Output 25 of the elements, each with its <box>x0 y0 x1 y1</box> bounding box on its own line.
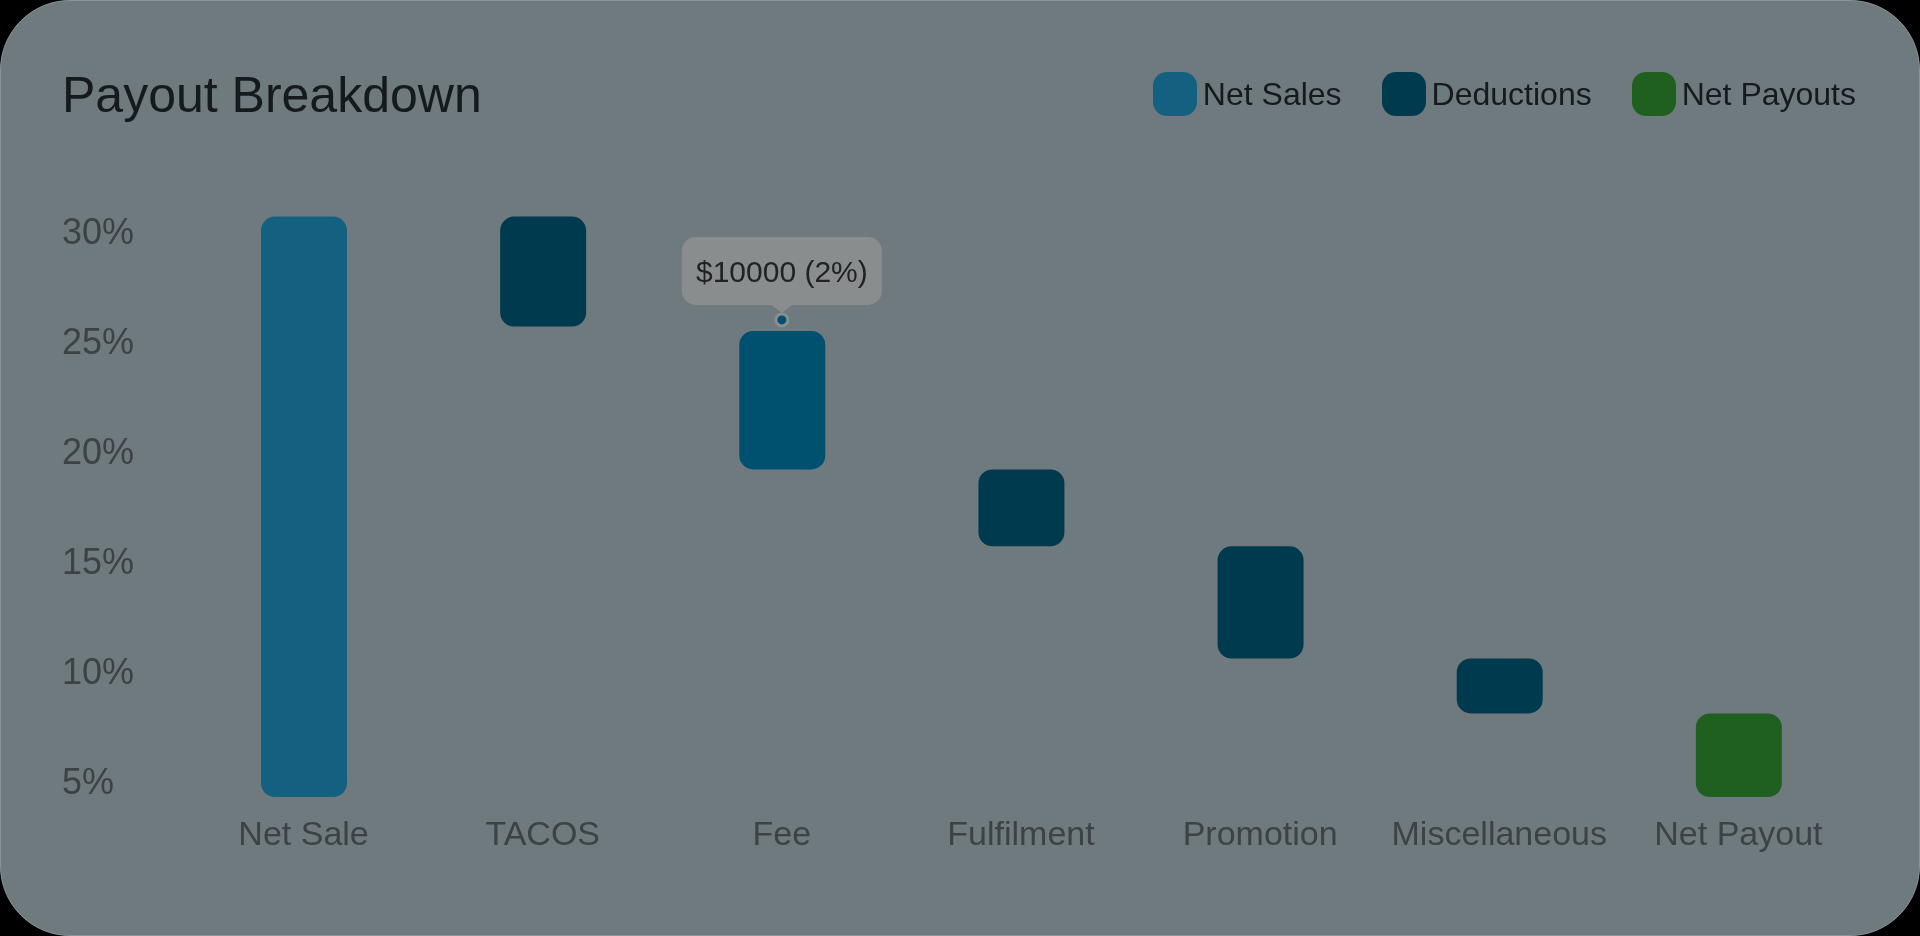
chart-title: Payout Breakdown <box>62 66 482 124</box>
bar <box>1217 546 1304 659</box>
x-tick-label: Fulfilment <box>947 814 1096 852</box>
x-tick-label: Net Payout <box>1654 814 1824 852</box>
bar <box>978 469 1065 547</box>
x-tick-label: Net Sale <box>238 814 369 852</box>
x-tick-label: Promotion <box>1182 814 1338 852</box>
legend-label: Net Sales <box>1202 75 1342 113</box>
bar <box>1695 713 1782 797</box>
x-tick-label: Miscellaneous <box>1391 814 1608 852</box>
x-tick-label: Fee <box>752 814 812 852</box>
y-tick-label: 10% <box>62 650 135 692</box>
y-tick-label: 25% <box>62 320 135 362</box>
bar <box>500 216 587 327</box>
annotation: $10000 (2%) <box>695 254 868 288</box>
legend-label: Net Payouts <box>1681 75 1856 113</box>
tooltip-callout: $10000 (2%) <box>681 236 882 328</box>
y-tick-label: 20% <box>62 430 135 472</box>
x-tick-label: TACOS <box>485 814 601 852</box>
y-tick-label: 15% <box>62 540 135 582</box>
legend-label: Deductions <box>1431 75 1592 113</box>
y-tick-label: 5% <box>62 760 115 802</box>
bar <box>1456 658 1543 714</box>
y-tick-label: 30% <box>62 210 135 252</box>
bar <box>261 216 347 797</box>
